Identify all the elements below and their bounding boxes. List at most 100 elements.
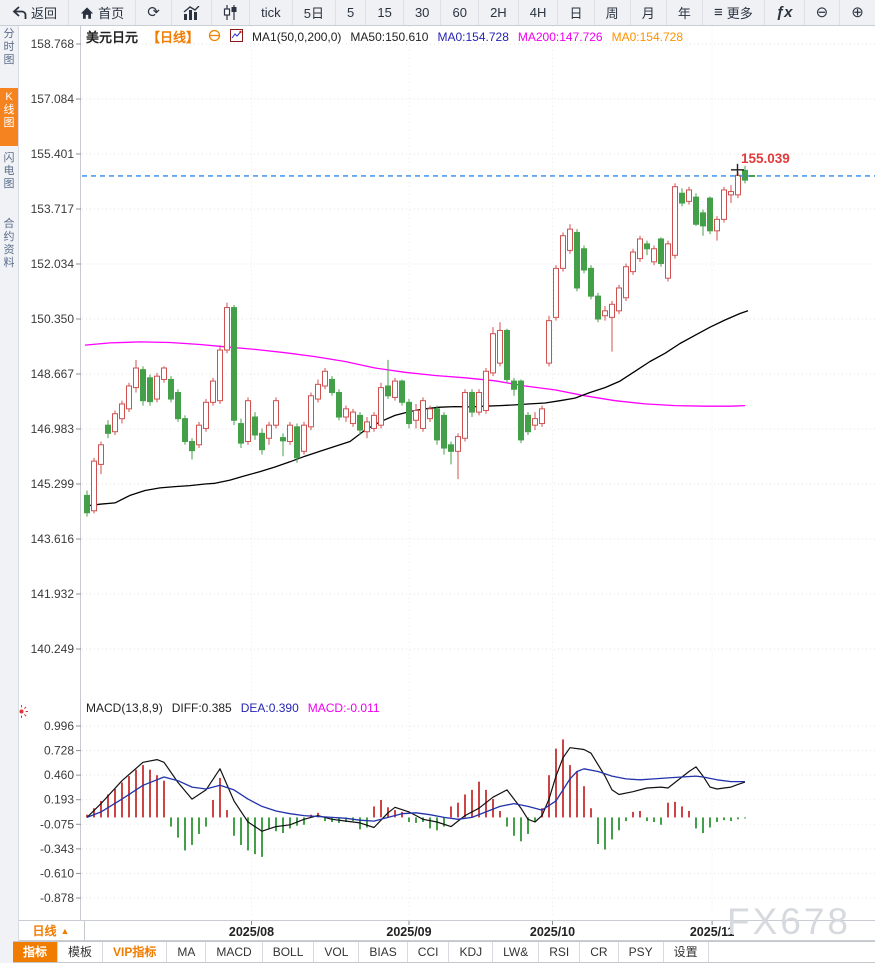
toolbar-week-label: 周	[605, 6, 619, 21]
top-toolbar: 返回 首页 ⟳ tick 5日 5 15 30 60 2H 4H 日 周 月 年 ≡ 更多 ƒx ⊖ ⊕	[0, 0, 875, 26]
price-axis-label: 150.350	[31, 312, 75, 326]
price-axis-label: 140.249	[31, 642, 75, 656]
toolbar-more[interactable]: ≡ 更多	[703, 0, 765, 25]
price-axis-label: 148.667	[31, 367, 75, 381]
macd-axis-label: 0.193	[44, 793, 74, 807]
ma-settings-label: MA1(50,0,200,0)	[252, 29, 342, 44]
tab-boll[interactable]: BOLL	[263, 942, 315, 962]
menu-icon: ≡	[713, 4, 723, 21]
macd-axis-label: -0.343	[40, 842, 74, 856]
toolbar-month[interactable]: 月	[631, 0, 667, 25]
toolbar-chart-type-candle[interactable]	[212, 0, 251, 25]
bar-chart-icon	[183, 5, 200, 20]
sidebar-tab-time-share[interactable]: 分时图	[3, 28, 15, 66]
caret-up-icon: ▲	[60, 925, 70, 936]
x-axis-date-label: 2025/09	[386, 925, 431, 939]
formula-icon: ƒx	[775, 4, 793, 21]
toolbar-back-label: 返回	[31, 6, 58, 21]
toolbar-5m[interactable]: 5	[336, 0, 367, 25]
macd-axis-label: 0.728	[44, 744, 74, 758]
watermark: FX678	[727, 901, 852, 942]
back-arrow-icon	[12, 5, 27, 19]
ma0-orange-value: MA0:154.728	[611, 29, 683, 44]
toolbar-15m[interactable]: 15	[366, 0, 404, 25]
toolbar-formula[interactable]: ƒx	[765, 0, 805, 25]
last-price-tag: 155.039	[741, 151, 790, 166]
price-axis-label: 152.034	[31, 257, 75, 271]
price-axis-label: 157.084	[31, 92, 75, 106]
toolbar-zoom-in[interactable]: ⊕	[840, 0, 875, 25]
toolbar-week[interactable]: 周	[595, 0, 631, 25]
tab-bias[interactable]: BIAS	[359, 942, 408, 962]
macd-diff-value: DIFF:0.385	[171, 701, 232, 715]
price-pane-header: 美元日元 【日线】 MA1(50,0,200,0) MA50:150.610 M…	[86, 27, 683, 46]
tab-rsi[interactable]: RSI	[539, 942, 581, 962]
toolbar-home[interactable]: 首页	[69, 0, 137, 25]
tab-macd[interactable]: MACD	[206, 942, 263, 962]
toolbar-60m[interactable]: 60	[441, 0, 480, 25]
tab-psy[interactable]: PSY	[619, 942, 664, 962]
toolbar-5d-label: 5日	[303, 6, 324, 21]
tab-ma[interactable]: MA	[167, 942, 207, 962]
toolbar-month-label: 月	[641, 6, 655, 21]
price-axis-label: 141.932	[31, 587, 75, 601]
left-sidebar: 分时图 K线图闪电图合约资料	[0, 25, 19, 963]
home-icon	[81, 6, 94, 19]
macd-axis-label: 0.996	[44, 719, 74, 733]
price-axis-label: 158.768	[31, 37, 75, 51]
symbol-title: 美元日元	[86, 30, 139, 45]
toolbar-day-label: 日	[569, 6, 583, 21]
tab-kdj[interactable]: KDJ	[449, 942, 494, 962]
zoom-out-icon: ⊖	[815, 4, 829, 21]
tab-cr[interactable]: CR	[580, 942, 619, 962]
tab-lwr[interactable]: LW&	[493, 942, 540, 962]
toolbar-15m-label: 15	[377, 5, 392, 20]
tab-vip-indicator[interactable]: VIP指标	[103, 942, 168, 962]
toolbar-2h-label: 2H	[490, 5, 507, 20]
toolbar-home-label: 首页	[98, 6, 125, 21]
toolbar-zoom-out[interactable]: ⊖	[805, 0, 841, 25]
toolbar-back[interactable]: 返回	[0, 0, 70, 25]
price-axis-label: 146.983	[31, 422, 75, 436]
price-axis-label: 143.616	[31, 532, 75, 546]
toolbar-2h[interactable]: 2H	[479, 0, 519, 25]
macd-axis-label: -0.075	[40, 817, 74, 831]
tab-settings[interactable]: 设置	[664, 942, 709, 962]
tab-indicator[interactable]: 指标	[13, 942, 59, 962]
macd-macd-value: MACD:-0.011	[307, 701, 380, 715]
price-axis-label: 153.717	[31, 202, 75, 216]
macd-axis-label: -0.610	[40, 866, 74, 880]
tab-vol[interactable]: VOL	[314, 942, 360, 962]
ma50-value: MA50:150.610	[350, 29, 429, 44]
period-selector[interactable]: 日线 ▲	[18, 921, 85, 940]
period-selector-label: 日线	[32, 924, 57, 938]
toolbar-4h-label: 4H	[529, 5, 547, 20]
ma-indicator-icon[interactable]	[230, 28, 244, 45]
tab-template[interactable]: 模板	[58, 942, 104, 962]
toolbar-30m-label: 30	[414, 5, 430, 20]
sidebar-tab-flash[interactable]: 闪电图	[3, 152, 15, 190]
toolbar-30m[interactable]: 30	[404, 0, 442, 25]
macd-axis-label: 0.460	[44, 768, 74, 782]
sidebar-tab-contract-info[interactable]: 合约资料	[3, 218, 15, 269]
bottom-tabbar: 指标 模板 VIP指标 MA MACD BOLL VOL BIAS CCI KDJ LW& RSI CR…	[13, 941, 875, 963]
toolbar-tick[interactable]: tick	[250, 0, 293, 25]
period-tag: 【日线】	[147, 30, 200, 45]
toolbar-chart-type-line[interactable]	[172, 0, 212, 25]
compare-icon[interactable]	[208, 29, 221, 45]
toolbar-5m-label: 5	[347, 5, 355, 20]
toolbar-day[interactable]: 日	[558, 0, 595, 25]
toolbar-4h[interactable]: 4H	[519, 0, 559, 25]
toolbar-year-label: 年	[677, 6, 691, 21]
toolbar-year[interactable]: 年	[667, 0, 703, 25]
sidebar-tab-kline[interactable]: K线图	[0, 88, 18, 146]
macd-axis-label: -0.878	[40, 891, 74, 905]
toolbar-refresh[interactable]: ⟳	[136, 0, 172, 25]
candle-chart-icon	[223, 5, 237, 20]
x-axis-date-label: 2025/08	[229, 925, 274, 939]
zoom-in-icon: ⊕	[851, 4, 864, 21]
tab-cci[interactable]: CCI	[408, 942, 450, 962]
toolbar-60m-label: 60	[452, 5, 467, 20]
toolbar-5d[interactable]: 5日	[293, 0, 336, 25]
